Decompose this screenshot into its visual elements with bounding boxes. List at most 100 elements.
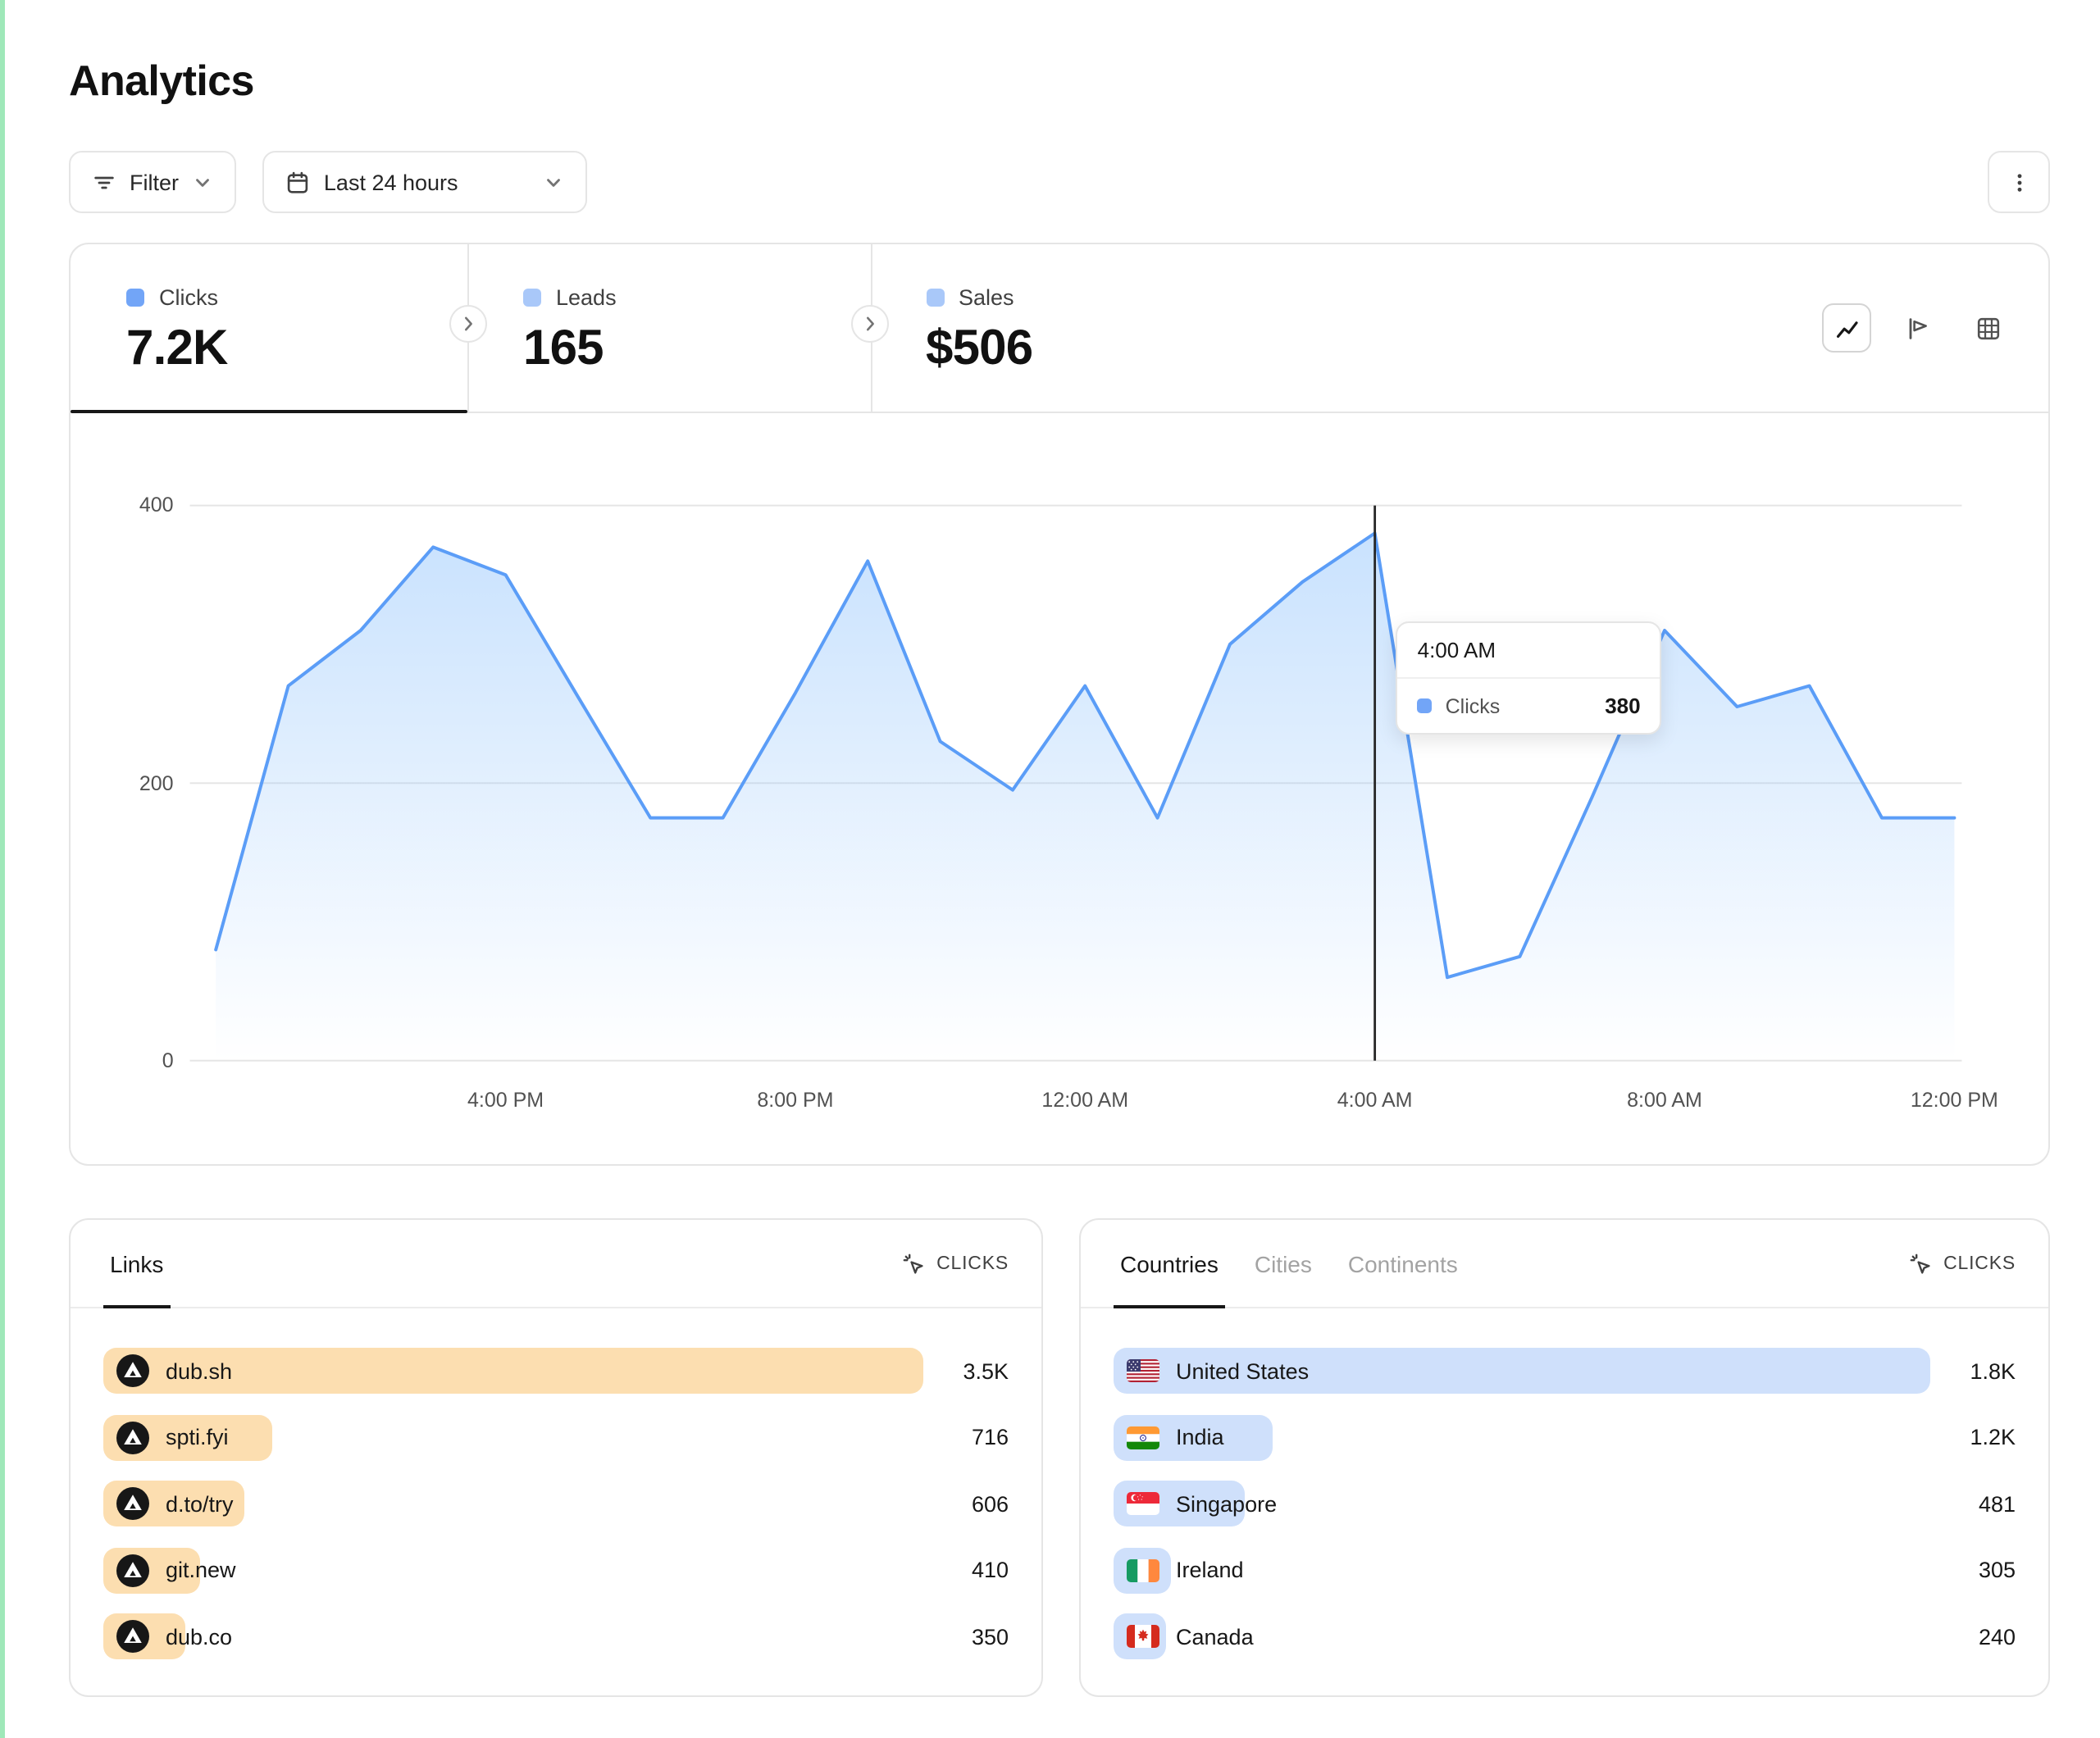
y-axis-label: 400 bbox=[139, 494, 174, 517]
page-title: Analytics bbox=[69, 56, 254, 105]
link-row[interactable]: spti.fyi 716 bbox=[103, 1414, 1009, 1460]
expand-sales-button[interactable] bbox=[851, 305, 889, 343]
leads-value: 165 bbox=[523, 321, 604, 375]
link-label: d.to/try bbox=[166, 1491, 234, 1516]
kebab-menu-icon bbox=[2007, 170, 2031, 194]
chart-view-switcher bbox=[1822, 303, 2012, 353]
funnel-flag-icon bbox=[1903, 314, 1931, 342]
link-label: spti.fyi bbox=[166, 1425, 229, 1449]
links-panel: Links CLICKS dub.sh 3.5K bbox=[69, 1218, 1043, 1697]
table-view-button[interactable] bbox=[1963, 303, 2012, 353]
chevron-down-icon bbox=[544, 171, 565, 193]
link-clicks-value: 410 bbox=[971, 1558, 1009, 1582]
leads-label: Leads bbox=[556, 285, 617, 310]
dub-favicon-icon bbox=[116, 1421, 149, 1454]
dub-favicon-icon bbox=[116, 1620, 149, 1653]
countries-metric[interactable]: CLICKS bbox=[1909, 1252, 2016, 1275]
sales-label: Sales bbox=[959, 285, 1014, 310]
link-row[interactable]: git.new 410 bbox=[103, 1547, 1009, 1593]
country-label: India bbox=[1176, 1425, 1224, 1449]
screen-edge-accent bbox=[0, 0, 4, 1738]
us-flag-icon bbox=[1127, 1359, 1159, 1382]
tab-cities[interactable]: Cities bbox=[1254, 1250, 1312, 1276]
y-axis-label: 200 bbox=[139, 771, 174, 795]
country-clicks-value: 1.2K bbox=[1970, 1425, 2016, 1449]
tab-sales[interactable]: Sales $506 bbox=[870, 244, 2048, 412]
country-row[interactable]: United States 1.8K bbox=[1114, 1348, 2016, 1394]
link-clicks-value: 3.5K bbox=[963, 1358, 1009, 1383]
country-label: United States bbox=[1176, 1358, 1310, 1383]
x-axis-label: 4:00 AM bbox=[1337, 1089, 1413, 1112]
link-label: dub.co bbox=[166, 1624, 233, 1649]
country-label: Singapore bbox=[1176, 1491, 1278, 1516]
chevron-right-icon bbox=[853, 307, 887, 341]
line-chart-view-button[interactable] bbox=[1822, 303, 1871, 353]
tab-continents[interactable]: Continents bbox=[1347, 1250, 1458, 1276]
country-label: Canada bbox=[1176, 1624, 1254, 1649]
expand-leads-button[interactable] bbox=[449, 305, 486, 343]
tab-clicks[interactable]: Clicks 7.2K bbox=[71, 244, 467, 413]
chevron-right-icon bbox=[450, 307, 485, 341]
india-flag-icon bbox=[1127, 1426, 1159, 1449]
stats-header: Clicks 7.2K Leads 165 bbox=[71, 244, 2048, 413]
dub-favicon-icon bbox=[116, 1354, 149, 1387]
line-chart-icon bbox=[1833, 314, 1861, 342]
leads-metric-dot bbox=[523, 289, 541, 307]
country-label: Ireland bbox=[1176, 1558, 1244, 1582]
link-clicks-value: 606 bbox=[971, 1491, 1009, 1516]
clicks-value: 7.2K bbox=[126, 321, 228, 375]
link-clicks-value: 350 bbox=[971, 1624, 1009, 1649]
clicks-chart[interactable]: 4:00 AM Clicks 380 0 200 400 4:00 PM 8:00 PM… bbox=[71, 412, 2048, 1166]
link-row[interactable]: dub.sh 3.5K bbox=[103, 1348, 1009, 1394]
x-axis-label: 12:00 AM bbox=[1041, 1089, 1129, 1112]
date-range-button[interactable]: Last 24 hours bbox=[262, 151, 588, 213]
country-clicks-value: 305 bbox=[1978, 1558, 2016, 1582]
x-axis-label: 12:00 PM bbox=[1910, 1089, 1998, 1112]
clicks-metric-dot bbox=[126, 289, 144, 307]
clicks-label: Clicks bbox=[159, 285, 218, 310]
tooltip-time: 4:00 AM bbox=[1397, 623, 1660, 679]
toolbar: Filter Last 24 hours bbox=[69, 151, 2050, 213]
sales-value: $506 bbox=[926, 321, 1033, 375]
link-row[interactable]: dub.co 350 bbox=[103, 1613, 1009, 1659]
link-bar bbox=[103, 1348, 923, 1394]
x-axis-label: 8:00 AM bbox=[1627, 1089, 1702, 1112]
funnel-view-button[interactable] bbox=[1893, 303, 1942, 353]
tab-countries[interactable]: Countries bbox=[1114, 1220, 1225, 1308]
country-clicks-value: 240 bbox=[1978, 1624, 2016, 1649]
chevron-down-icon bbox=[192, 171, 213, 193]
links-panel-header: Links CLICKS bbox=[71, 1220, 1041, 1308]
dub-favicon-icon bbox=[116, 1487, 149, 1520]
x-axis-label: 8:00 PM bbox=[757, 1089, 834, 1112]
tab-leads[interactable]: Leads 165 bbox=[467, 244, 870, 412]
dub-favicon-icon bbox=[116, 1554, 149, 1586]
link-label: dub.sh bbox=[166, 1358, 233, 1383]
more-options-button[interactable] bbox=[1988, 151, 2050, 213]
x-axis-label: 4:00 PM bbox=[467, 1089, 544, 1112]
clicks-area-chart bbox=[189, 504, 1962, 1062]
country-row[interactable]: Canada 240 bbox=[1114, 1613, 2016, 1659]
country-row[interactable]: India 1.2K bbox=[1114, 1414, 2016, 1460]
filter-icon bbox=[92, 170, 116, 194]
singapore-flag-icon bbox=[1127, 1492, 1159, 1515]
click-cursor-icon bbox=[902, 1252, 925, 1275]
country-clicks-value: 481 bbox=[1978, 1491, 2016, 1516]
country-row[interactable]: Ireland 305 bbox=[1114, 1547, 2016, 1593]
link-row[interactable]: d.to/try 606 bbox=[103, 1481, 1009, 1526]
calendar-icon bbox=[286, 170, 311, 194]
grid-icon bbox=[1974, 314, 2002, 342]
country-row[interactable]: Singapore 481 bbox=[1114, 1481, 2016, 1526]
link-clicks-value: 716 bbox=[971, 1425, 1009, 1449]
canada-flag-icon bbox=[1127, 1625, 1159, 1648]
links-metric-label: CLICKS bbox=[936, 1253, 1009, 1273]
ireland-flag-icon bbox=[1127, 1558, 1159, 1581]
country-bar bbox=[1114, 1348, 1930, 1394]
sales-metric-dot bbox=[926, 289, 944, 307]
tab-links[interactable]: Links bbox=[103, 1220, 170, 1308]
links-list: dub.sh 3.5K spti.fyi 716 d.to/try 606 bbox=[71, 1308, 1041, 1659]
countries-panel: Countries Cities Continents CLICKS Unite… bbox=[1079, 1218, 2050, 1697]
date-range-label: Last 24 hours bbox=[323, 170, 458, 194]
filter-button[interactable]: Filter bbox=[69, 151, 236, 213]
chart-tooltip: 4:00 AM Clicks 380 bbox=[1396, 621, 1662, 735]
links-metric[interactable]: CLICKS bbox=[902, 1252, 1009, 1275]
